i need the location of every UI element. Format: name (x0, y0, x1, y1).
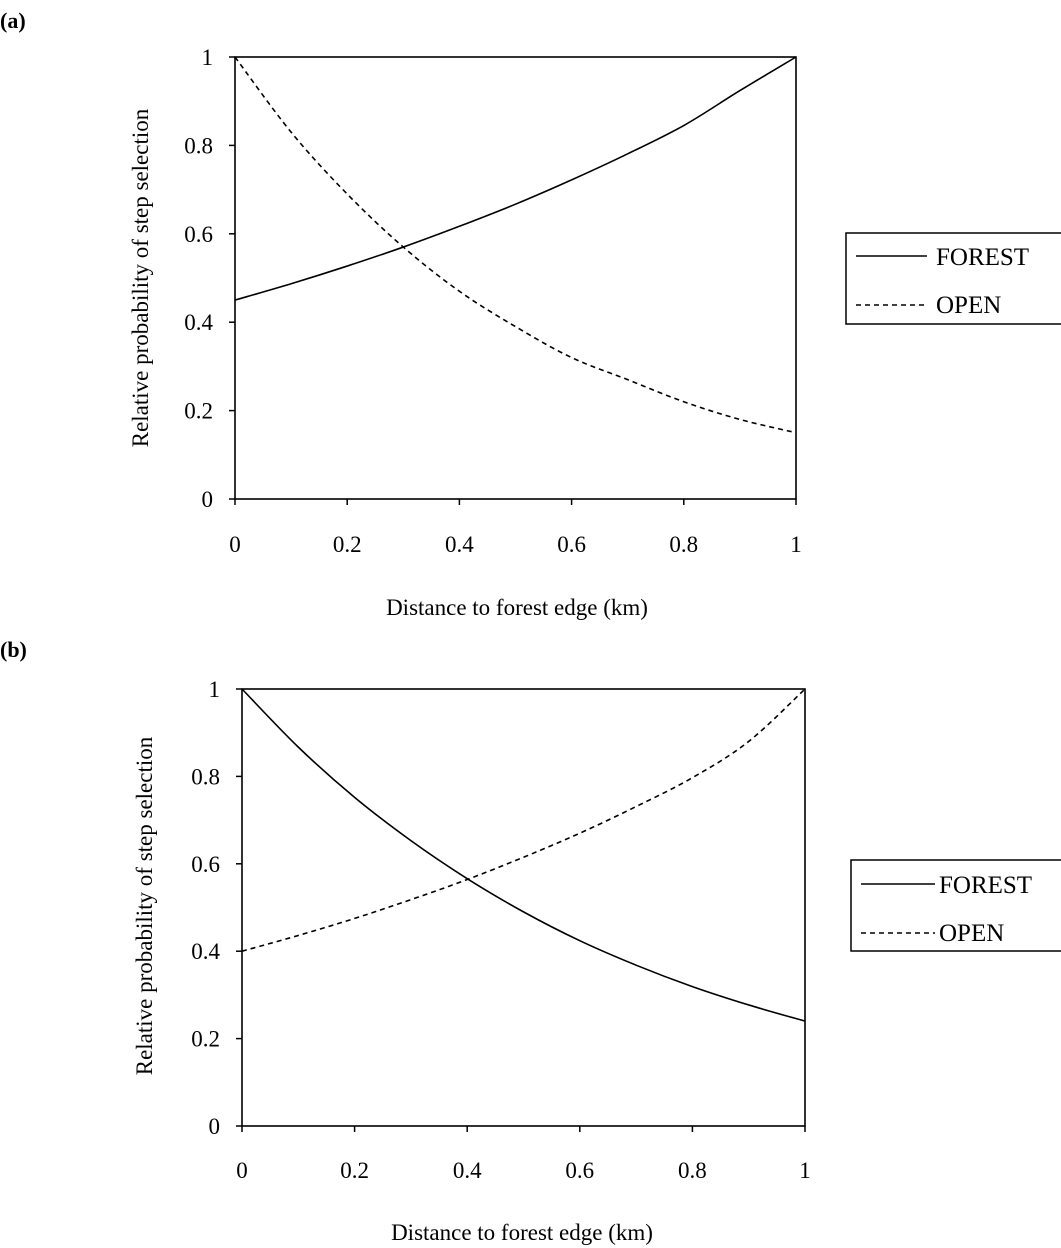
y-tick-label: 0.4 (191, 939, 220, 964)
series-layer-a (234, 56, 797, 434)
x-axis-a: 0 0.2 0.4 0.6 0.8 1 (229, 499, 802, 557)
series-line-open-a (234, 56, 797, 434)
y-axis-title-b: Relative probability of step selection (132, 736, 157, 1075)
x-tick-label: 0.8 (678, 1158, 707, 1183)
x-tick-label: 0.6 (557, 532, 586, 557)
series-line-forest-b (241, 688, 806, 1022)
legend-box-b (850, 859, 1061, 952)
x-axis-title-a: Distance to forest edge (km) (386, 595, 648, 620)
y-tick-label: 0.2 (191, 1027, 220, 1052)
legend-b: FOREST OPEN (850, 859, 1061, 952)
x-tick-label: 0.4 (453, 1158, 482, 1183)
x-tick-label: 0.6 (565, 1158, 594, 1183)
x-axis-title-b: Distance to forest edge (km) (391, 1220, 653, 1245)
x-tick-label: 0.2 (340, 1158, 369, 1183)
x-tick-label: 1 (799, 1158, 811, 1183)
y-axis-title-a: Relative probability of step selection (128, 108, 153, 447)
legend-label-open-a: OPEN (936, 292, 1001, 319)
y-tick-label: 1 (202, 45, 214, 70)
series-layer-b (241, 688, 806, 1022)
y-tick-label: 0.6 (191, 852, 220, 877)
x-tick-label: 0 (236, 1158, 248, 1183)
chart-panel-b: (b) 0 0.2 0.4 0.6 0.8 1 0 0.2 0.4 0.6 0.8 1 Distan… (0, 637, 1061, 1245)
chart-panel-a: (a) 0 0.2 0.4 0.6 0.8 1 0 0.2 0.4 0.6 0.8 1 Distan… (0, 8, 1061, 620)
series-line-open-b (241, 688, 806, 952)
plot-area-b (241, 688, 806, 1127)
y-axis-b: 0 0.2 0.4 0.6 0.8 1 (191, 677, 242, 1139)
legend-label-forest-b: FOREST (939, 872, 1032, 899)
plot-area-a (234, 56, 797, 500)
x-axis-b: 0 0.2 0.4 0.6 0.8 1 (236, 1126, 811, 1183)
y-tick-label: 0.8 (191, 764, 220, 789)
panel-label-a: (a) (0, 8, 26, 33)
y-tick-label: 0.2 (184, 399, 213, 424)
panel-label-b: (b) (0, 637, 27, 662)
series-line-forest-a (234, 56, 797, 301)
y-tick-label: 0 (202, 487, 214, 512)
legend-a: FOREST OPEN (845, 232, 1061, 325)
y-tick-label: 0.8 (184, 133, 213, 158)
legend-label-forest-a: FOREST (936, 244, 1029, 271)
legend-label-open-b: OPEN (939, 920, 1004, 947)
x-tick-label: 0 (229, 532, 241, 557)
x-tick-label: 0.4 (445, 532, 474, 557)
legend-box-a (845, 232, 1061, 325)
y-tick-label: 0.4 (184, 310, 213, 335)
y-tick-label: 0.6 (184, 222, 213, 247)
y-axis-a: 0 0.2 0.4 0.6 0.8 1 (184, 45, 235, 512)
x-tick-label: 0.8 (669, 532, 698, 557)
y-tick-label: 1 (209, 677, 221, 702)
x-tick-label: 0.2 (333, 532, 362, 557)
x-tick-label: 1 (790, 532, 802, 557)
y-tick-label: 0 (209, 1114, 221, 1139)
